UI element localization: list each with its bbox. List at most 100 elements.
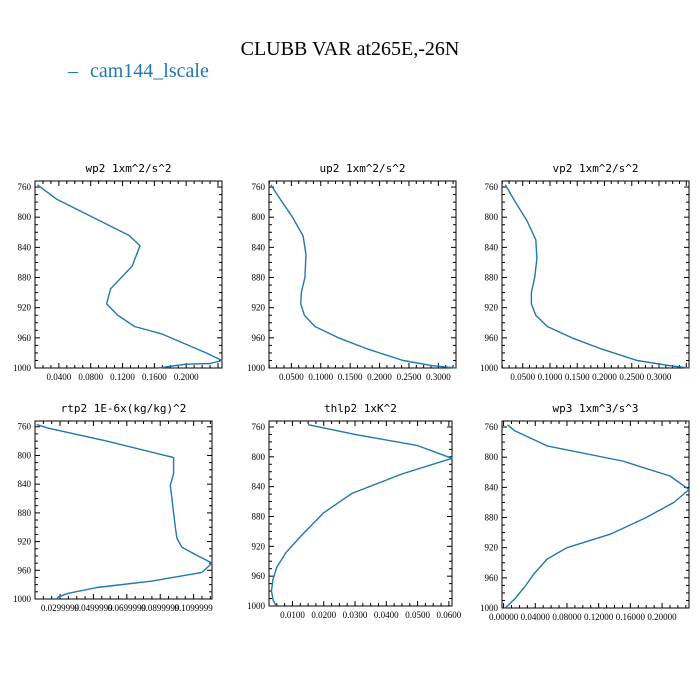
y-tick-label: 920 — [252, 541, 266, 551]
panel-title: wp2 1xm^2/s^2 — [85, 162, 171, 175]
x-tick-label: 0.3000 — [647, 372, 672, 382]
y-tick-label: 840 — [252, 482, 266, 492]
x-tick-label: 0.0800 — [78, 372, 103, 382]
y-tick-label: 760 — [485, 182, 499, 192]
y-tick-label: 960 — [485, 573, 499, 583]
x-tick-label: 0.00000 — [489, 612, 519, 622]
x-tick-label: 0.1099999 — [175, 603, 214, 613]
x-tick-label: 0.0299999 — [41, 603, 80, 613]
y-tick-label: 880 — [485, 513, 499, 523]
y-tick-label: 760 — [252, 182, 266, 192]
y-tick-label: 920 — [18, 303, 32, 313]
plot-frame — [268, 420, 453, 607]
x-tick-label: 0.2500 — [619, 372, 644, 382]
panel-1: wp2 1xm^2/s^2 760 800 840 880 920 960 1000 0.040… — [13, 162, 223, 382]
panel-5: thlp2 1xK^2 760 800 840 880 920 960 1000 0.0100 0… — [247, 402, 462, 620]
y-tick-label: 840 — [18, 479, 32, 489]
panel-2: up2 1xm^2/s^2 760 800 840 880 920 960 1000 0.050… — [247, 162, 457, 382]
y-tick-label: 760 — [18, 182, 32, 192]
x-tick-label: 0.1500 — [565, 372, 590, 382]
y-tick-label: 880 — [18, 508, 32, 518]
plot-frame — [501, 420, 690, 609]
x-tick-label: 0.0400 — [374, 610, 399, 620]
x-tick-label: 0.2000 — [367, 372, 392, 382]
y-tick-label: 880 — [252, 511, 266, 521]
y-tick-label: 920 — [252, 303, 266, 313]
x-tick-label: 0.04000 — [521, 612, 551, 622]
x-tick-label: 0.0300 — [343, 610, 368, 620]
plot-frame — [501, 180, 690, 369]
y-tick-label: 800 — [252, 452, 266, 462]
legend-label: cam144_lscale — [90, 60, 209, 82]
y-tick-label: 800 — [18, 450, 32, 460]
y-tick-label: 880 — [252, 273, 266, 283]
y-tick-label: 920 — [485, 303, 499, 313]
y-tick-label: 960 — [252, 571, 266, 581]
x-tick-label: 0.0500 — [510, 372, 535, 382]
y-tick-label: 800 — [485, 452, 499, 462]
panel-title: rtp2 1E-6x(kg/kg)^2 — [61, 402, 187, 415]
legend-dash: – — [67, 60, 79, 82]
plot-frame — [34, 180, 223, 369]
panel-title: up2 1xm^2/s^2 — [319, 162, 405, 175]
panel-6: wp3 1xm^3/s^3 760 800 840 880 920 960 10000.000… — [480, 402, 690, 622]
series-line-cam144_lscale — [270, 424, 453, 607]
y-tick-label: 880 — [18, 273, 32, 283]
panel-4: rtp2 1E-6x(kg/kg)^2 760 800 840 880 920 960 100… — [13, 402, 213, 613]
x-tick-label: 0.0200 — [311, 610, 336, 620]
panel-title: thlp2 1xK^2 — [324, 402, 397, 415]
x-tick-label: 0.0400 — [46, 372, 71, 382]
y-tick-label: 920 — [18, 537, 32, 547]
x-tick-label: 0.0600 — [436, 610, 461, 620]
y-tick-label: 840 — [18, 242, 32, 252]
x-tick-label: 0.1000 — [308, 372, 333, 382]
series-line-cam144_lscale — [36, 423, 213, 600]
y-tick-label: 760 — [485, 422, 499, 432]
x-tick-label: 0.2000 — [592, 372, 617, 382]
legend: – cam144_lscale — [67, 60, 209, 82]
y-tick-label: 760 — [18, 422, 32, 432]
panel-title: vp2 1xm^2/s^2 — [552, 162, 638, 175]
series-line-cam144_lscale — [504, 424, 690, 609]
x-tick-label: 0.1600 — [142, 372, 167, 382]
x-tick-label: 0.1200 — [110, 372, 135, 382]
x-tick-label: 0.0699999 — [108, 603, 147, 613]
plot-frame — [268, 180, 457, 369]
panels-grid: wp2 1xm^2/s^2 760 800 840 880 920 960 1000 0.040… — [13, 162, 690, 622]
x-tick-label: 0.2000 — [174, 372, 199, 382]
figure-title: CLUBB VAR at265E,-26N — [241, 38, 460, 60]
y-tick-label: 840 — [252, 242, 266, 252]
x-tick-label: 0.08000 — [552, 612, 582, 622]
y-tick-label: 920 — [485, 543, 499, 553]
y-tick-label: 840 — [485, 242, 499, 252]
x-tick-label: 0.12000 — [584, 612, 614, 622]
y-tick-label: 800 — [252, 212, 266, 222]
y-tick-label: 1000 — [13, 363, 32, 373]
series-line-cam144_lscale — [504, 184, 690, 369]
x-tick-label: 0.0500 — [279, 372, 304, 382]
y-tick-label: 1000 — [247, 363, 266, 373]
x-tick-label: 0.0100 — [280, 610, 305, 620]
y-tick-label: 840 — [485, 482, 499, 492]
series-line-cam144_lscale — [36, 184, 223, 369]
x-tick-label: 0.20000 — [647, 612, 677, 622]
y-tick-label: 1000 — [480, 603, 499, 613]
x-tick-label: 0.16000 — [616, 612, 646, 622]
x-tick-label: 0.3000 — [426, 372, 451, 382]
y-tick-label: 1000 — [480, 363, 499, 373]
y-tick-label: 1000 — [247, 601, 266, 611]
x-tick-label: 0.1500 — [338, 372, 363, 382]
y-tick-label: 960 — [18, 565, 32, 575]
y-tick-label: 960 — [18, 333, 32, 343]
y-tick-label: 760 — [252, 422, 266, 432]
y-tick-label: 800 — [485, 212, 499, 222]
plot-frame — [34, 420, 213, 600]
series-line-cam144_lscale — [270, 184, 457, 369]
y-tick-label: 1000 — [13, 594, 32, 604]
y-tick-label: 800 — [18, 212, 32, 222]
x-tick-label: 0.2500 — [397, 372, 422, 382]
panel-3: vp2 1xm^2/s^2 760 800 840 880 920 960 1000 0.050… — [480, 162, 690, 382]
x-tick-label: 0.0500 — [405, 610, 430, 620]
y-tick-label: 960 — [252, 333, 266, 343]
y-tick-label: 960 — [485, 333, 499, 343]
